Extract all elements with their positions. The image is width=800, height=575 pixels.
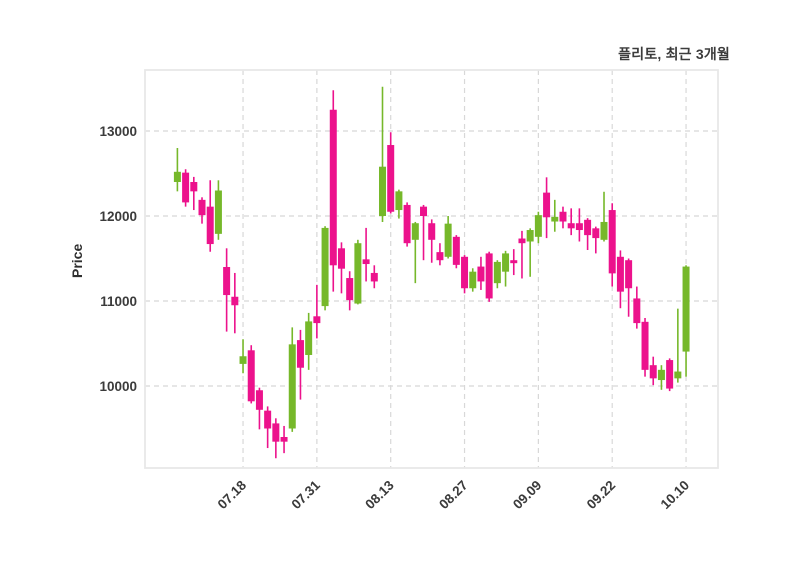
x-tick-label: 08.13 xyxy=(362,477,397,512)
candle-body-up xyxy=(239,356,247,364)
candle-body-up xyxy=(469,271,477,289)
x-tick-label: 07.18 xyxy=(215,477,250,512)
candle-body-down xyxy=(543,192,551,218)
candle-body-down xyxy=(485,253,493,299)
x-tick-label: 09.09 xyxy=(510,478,545,513)
plot-border xyxy=(144,69,719,469)
candle-body-up xyxy=(173,171,181,182)
candle-body-up xyxy=(657,369,665,381)
candle-body-up xyxy=(395,191,403,211)
candle-body-up xyxy=(305,321,313,355)
candle-body-down xyxy=(666,360,674,389)
candle-body-down xyxy=(510,260,518,264)
candle-body-up xyxy=(526,230,534,242)
candle-body-down xyxy=(198,199,206,216)
candle-body-up xyxy=(674,371,682,379)
candle-body-down xyxy=(633,298,641,324)
candle-body-down xyxy=(337,248,345,269)
candle-body-down xyxy=(272,423,280,442)
candle-body-down xyxy=(567,223,575,229)
candle-body-down xyxy=(280,437,288,442)
candle-body-down xyxy=(559,211,567,222)
candle-body-down xyxy=(255,390,263,410)
candle-body-up xyxy=(444,223,452,257)
candle-body-down xyxy=(592,228,600,239)
x-tick-label: 07.31 xyxy=(288,477,323,512)
candle-body-up xyxy=(682,266,690,352)
candle-body-up xyxy=(534,215,542,237)
candle-body-down xyxy=(329,109,337,266)
candle-body-down xyxy=(420,206,428,216)
candle-body-up xyxy=(600,221,608,240)
y-tick-label: 13000 xyxy=(99,124,137,139)
y-tick-label: 10000 xyxy=(99,379,137,394)
candle-body-down xyxy=(436,252,444,261)
candle-body-up xyxy=(354,243,362,304)
candle-body-down xyxy=(264,410,272,429)
candle-body-down xyxy=(649,365,657,379)
candle-body-down xyxy=(362,259,370,265)
x-tick-label: 10.10 xyxy=(658,478,693,513)
candle-body-down xyxy=(452,236,460,265)
x-tick-label: 08.27 xyxy=(436,478,471,513)
candle-body-down xyxy=(518,238,526,244)
candle-body-down xyxy=(641,321,649,370)
candle-body-down xyxy=(296,340,304,368)
candle-body-down xyxy=(608,210,616,274)
y-tick-label: 11000 xyxy=(100,294,137,309)
candle-body-up xyxy=(551,216,559,222)
candle-body-down xyxy=(403,204,411,244)
candle-body-up xyxy=(288,344,296,429)
candle-body-down xyxy=(231,296,239,306)
candle-body-up xyxy=(379,166,386,216)
candle-body-down xyxy=(247,350,255,402)
candle-body-down xyxy=(206,206,214,245)
candle-body-down xyxy=(190,182,198,192)
chart-title: 플리토, 최근 3개월 xyxy=(618,46,730,62)
candle-body-down xyxy=(477,266,485,282)
candle-body-down xyxy=(625,260,633,289)
candle-body-down xyxy=(223,267,231,296)
candle-body-up xyxy=(214,190,222,234)
candle-body-down xyxy=(346,278,354,301)
y-tick-label: 12000 xyxy=(99,209,137,224)
candle-body-up xyxy=(321,227,329,307)
candle-body-down xyxy=(428,223,436,240)
candle-body-down xyxy=(387,145,395,212)
candle-body-down xyxy=(616,256,624,292)
candle-body-up xyxy=(493,261,501,284)
candle-body-down xyxy=(313,316,321,324)
y-axis-label: Price xyxy=(69,243,85,278)
candle-body-up xyxy=(502,253,510,272)
candle-body-up xyxy=(411,223,419,240)
candle-body-down xyxy=(370,272,378,282)
candle-body-down xyxy=(584,219,592,236)
candle-body-down xyxy=(182,172,190,203)
candle-body-down xyxy=(461,256,469,289)
candle-body-down xyxy=(575,223,583,231)
x-tick-label: 09.22 xyxy=(584,478,619,513)
